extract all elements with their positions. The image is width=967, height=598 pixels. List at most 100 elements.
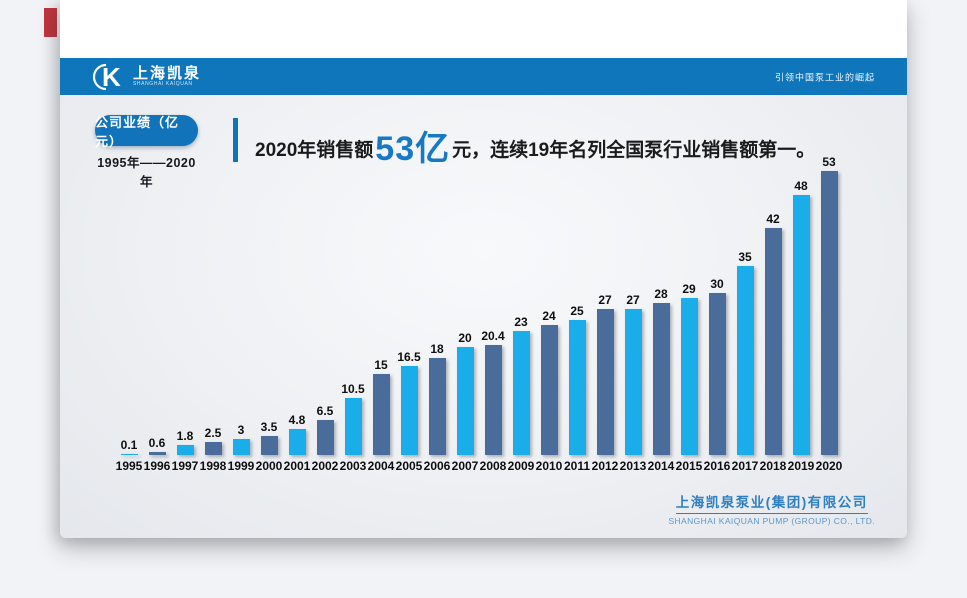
red-marker: [44, 8, 57, 37]
bar-column-2001: 4.8 2001: [284, 155, 311, 473]
bar: [344, 398, 362, 455]
bar: [148, 451, 166, 455]
bar-column-1995: 0.1 1995: [115, 155, 143, 473]
bar-value-label: 25: [570, 303, 584, 318]
bar-column-1999: 3 1999: [227, 155, 255, 473]
year-label: 2016: [703, 459, 731, 473]
bar-value-label: 0.1: [120, 438, 138, 452]
bar-column-2005: 16.5 2005: [395, 155, 423, 473]
bar-value-label: 3: [237, 422, 245, 437]
headline-accent-bar: [233, 118, 238, 162]
bar-column-1997: 1.8 1997: [172, 155, 199, 473]
bar-value-label: 27: [598, 292, 612, 307]
bar: [736, 265, 754, 455]
year-label: 2006: [423, 459, 451, 473]
headline-highlight: 53亿: [375, 130, 451, 168]
year-label: 2018: [759, 459, 787, 473]
bar-column-2016: 30 2016: [703, 155, 731, 473]
bar-value-label: 27: [626, 292, 640, 307]
bar: [120, 454, 138, 455]
year-label: 2011: [563, 459, 591, 473]
bar-column-2006: 18 2006: [423, 155, 451, 473]
year-label: 2003: [339, 459, 367, 473]
bar-column-2009: 23 2009: [508, 155, 535, 473]
bar-column-2012: 27 2012: [591, 155, 619, 473]
bar-value-label: 30: [710, 276, 724, 291]
bar-value-label: 29: [682, 282, 696, 296]
bar-value-label: 1.8: [176, 429, 194, 444]
bar: [260, 436, 278, 455]
bar-column-2014: 28 2014: [647, 155, 675, 473]
bar-value-label: 20.4: [481, 328, 505, 343]
bar: [624, 308, 642, 455]
bar-value-label: 2.5: [204, 425, 222, 440]
year-label: 2015: [675, 459, 703, 473]
slide-top-strip: [60, 0, 907, 58]
year-label: 1995: [115, 459, 143, 473]
headline-suffix: 元，连续19年名列全国泵行业销售额第一。: [452, 140, 816, 161]
bar-column-2010: 24 2010: [535, 155, 563, 473]
logo-text-cn: 上海凯泉: [133, 64, 202, 82]
bar: [176, 445, 194, 455]
year-label: 2019: [787, 459, 815, 473]
period-label: 1995年——2020年: [97, 156, 196, 189]
performance-badge: 公司业绩（亿元）: [95, 115, 198, 149]
header-bar: K 上海凯泉 SHANGHAI KAIQUAN 引领中国泵工业的崛起: [60, 58, 907, 95]
bar: [428, 357, 446, 455]
bar-value-label: 23: [514, 314, 528, 329]
bar-column-2004: 15 2004: [367, 155, 395, 473]
bar-value-label: 42: [766, 211, 780, 226]
bar-column-2000: 3.5 2000: [255, 155, 283, 473]
bar: [792, 195, 810, 455]
bar-value-label: 48: [794, 179, 808, 194]
bar: [652, 303, 670, 455]
bar-column-2002: 6.5 2002: [312, 155, 339, 473]
bar-column-2019: 48 2019: [787, 155, 815, 473]
company-name-cn: 上海凯泉泵业(集团)有限公司: [675, 491, 868, 514]
bar: [484, 344, 502, 455]
bar-column-2008: 20.4 2008: [479, 155, 507, 473]
bar: [596, 308, 614, 455]
bar-column-2013: 27 2013: [620, 155, 647, 473]
bar-value-label: 18: [430, 341, 444, 356]
bar-column-2017: 35 2017: [732, 155, 759, 473]
bar-value-label: 4.8: [288, 413, 306, 427]
year-label: 2005: [395, 459, 423, 473]
kaiquan-logo-icon: K: [92, 62, 126, 92]
slide-body: 公司业绩（亿元） 1995年——2020年 2020年销售额53亿 元，连续19年…: [60, 95, 907, 538]
bar-value-label: 10.5: [341, 382, 365, 397]
kaiquan-logo: K 上海凯泉 SHANGHAI KAIQUAN: [92, 62, 201, 92]
headline-prefix: 2020年销售额: [255, 140, 374, 161]
bar-column-2003: 10.5 2003: [339, 155, 367, 473]
logo-text-en: SHANGHAI KAIQUAN: [133, 80, 193, 87]
bar-column-2011: 25 2011: [563, 155, 591, 473]
bar: [680, 298, 698, 455]
bar: [288, 429, 306, 455]
year-label: 2012: [591, 459, 619, 473]
bar: [316, 419, 334, 455]
bar-value-label: 35: [738, 249, 752, 264]
year-label: 2000: [255, 459, 283, 473]
bar-value-label: 15: [374, 357, 388, 372]
year-label: 2004: [367, 459, 395, 473]
bar: [204, 441, 222, 455]
year-label: 2010: [535, 459, 563, 473]
bar-column-2018: 42 2018: [759, 155, 787, 473]
bar: [400, 365, 418, 455]
bar: [512, 330, 530, 455]
slide-card: K 上海凯泉 SHANGHAI KAIQUAN 引领中国泵工业的崛起 公司业绩（…: [60, 0, 907, 538]
headline: 2020年销售额53亿 元，连续19年名列全国泵行业销售额第一。: [255, 121, 815, 170]
bar: [232, 438, 250, 455]
bar-value-label: 20: [458, 330, 472, 345]
year-label: 1998: [199, 459, 227, 473]
header-slogan: 引领中国泵工业的崛起: [774, 72, 875, 82]
year-label: 2008: [479, 459, 507, 473]
bar: [372, 373, 390, 455]
bar-column-2007: 20 2007: [452, 155, 479, 473]
year-label: 2014: [647, 459, 675, 473]
bar-column-1996: 0.6 1996: [144, 155, 171, 473]
year-label: 1999: [227, 459, 255, 473]
bar: [568, 319, 586, 455]
bar-chart: 0.1 1995 0.6 1996 1.8 1997 2.5 1998 3 1999 3.5 2000…: [115, 155, 843, 473]
bar: [708, 292, 726, 455]
